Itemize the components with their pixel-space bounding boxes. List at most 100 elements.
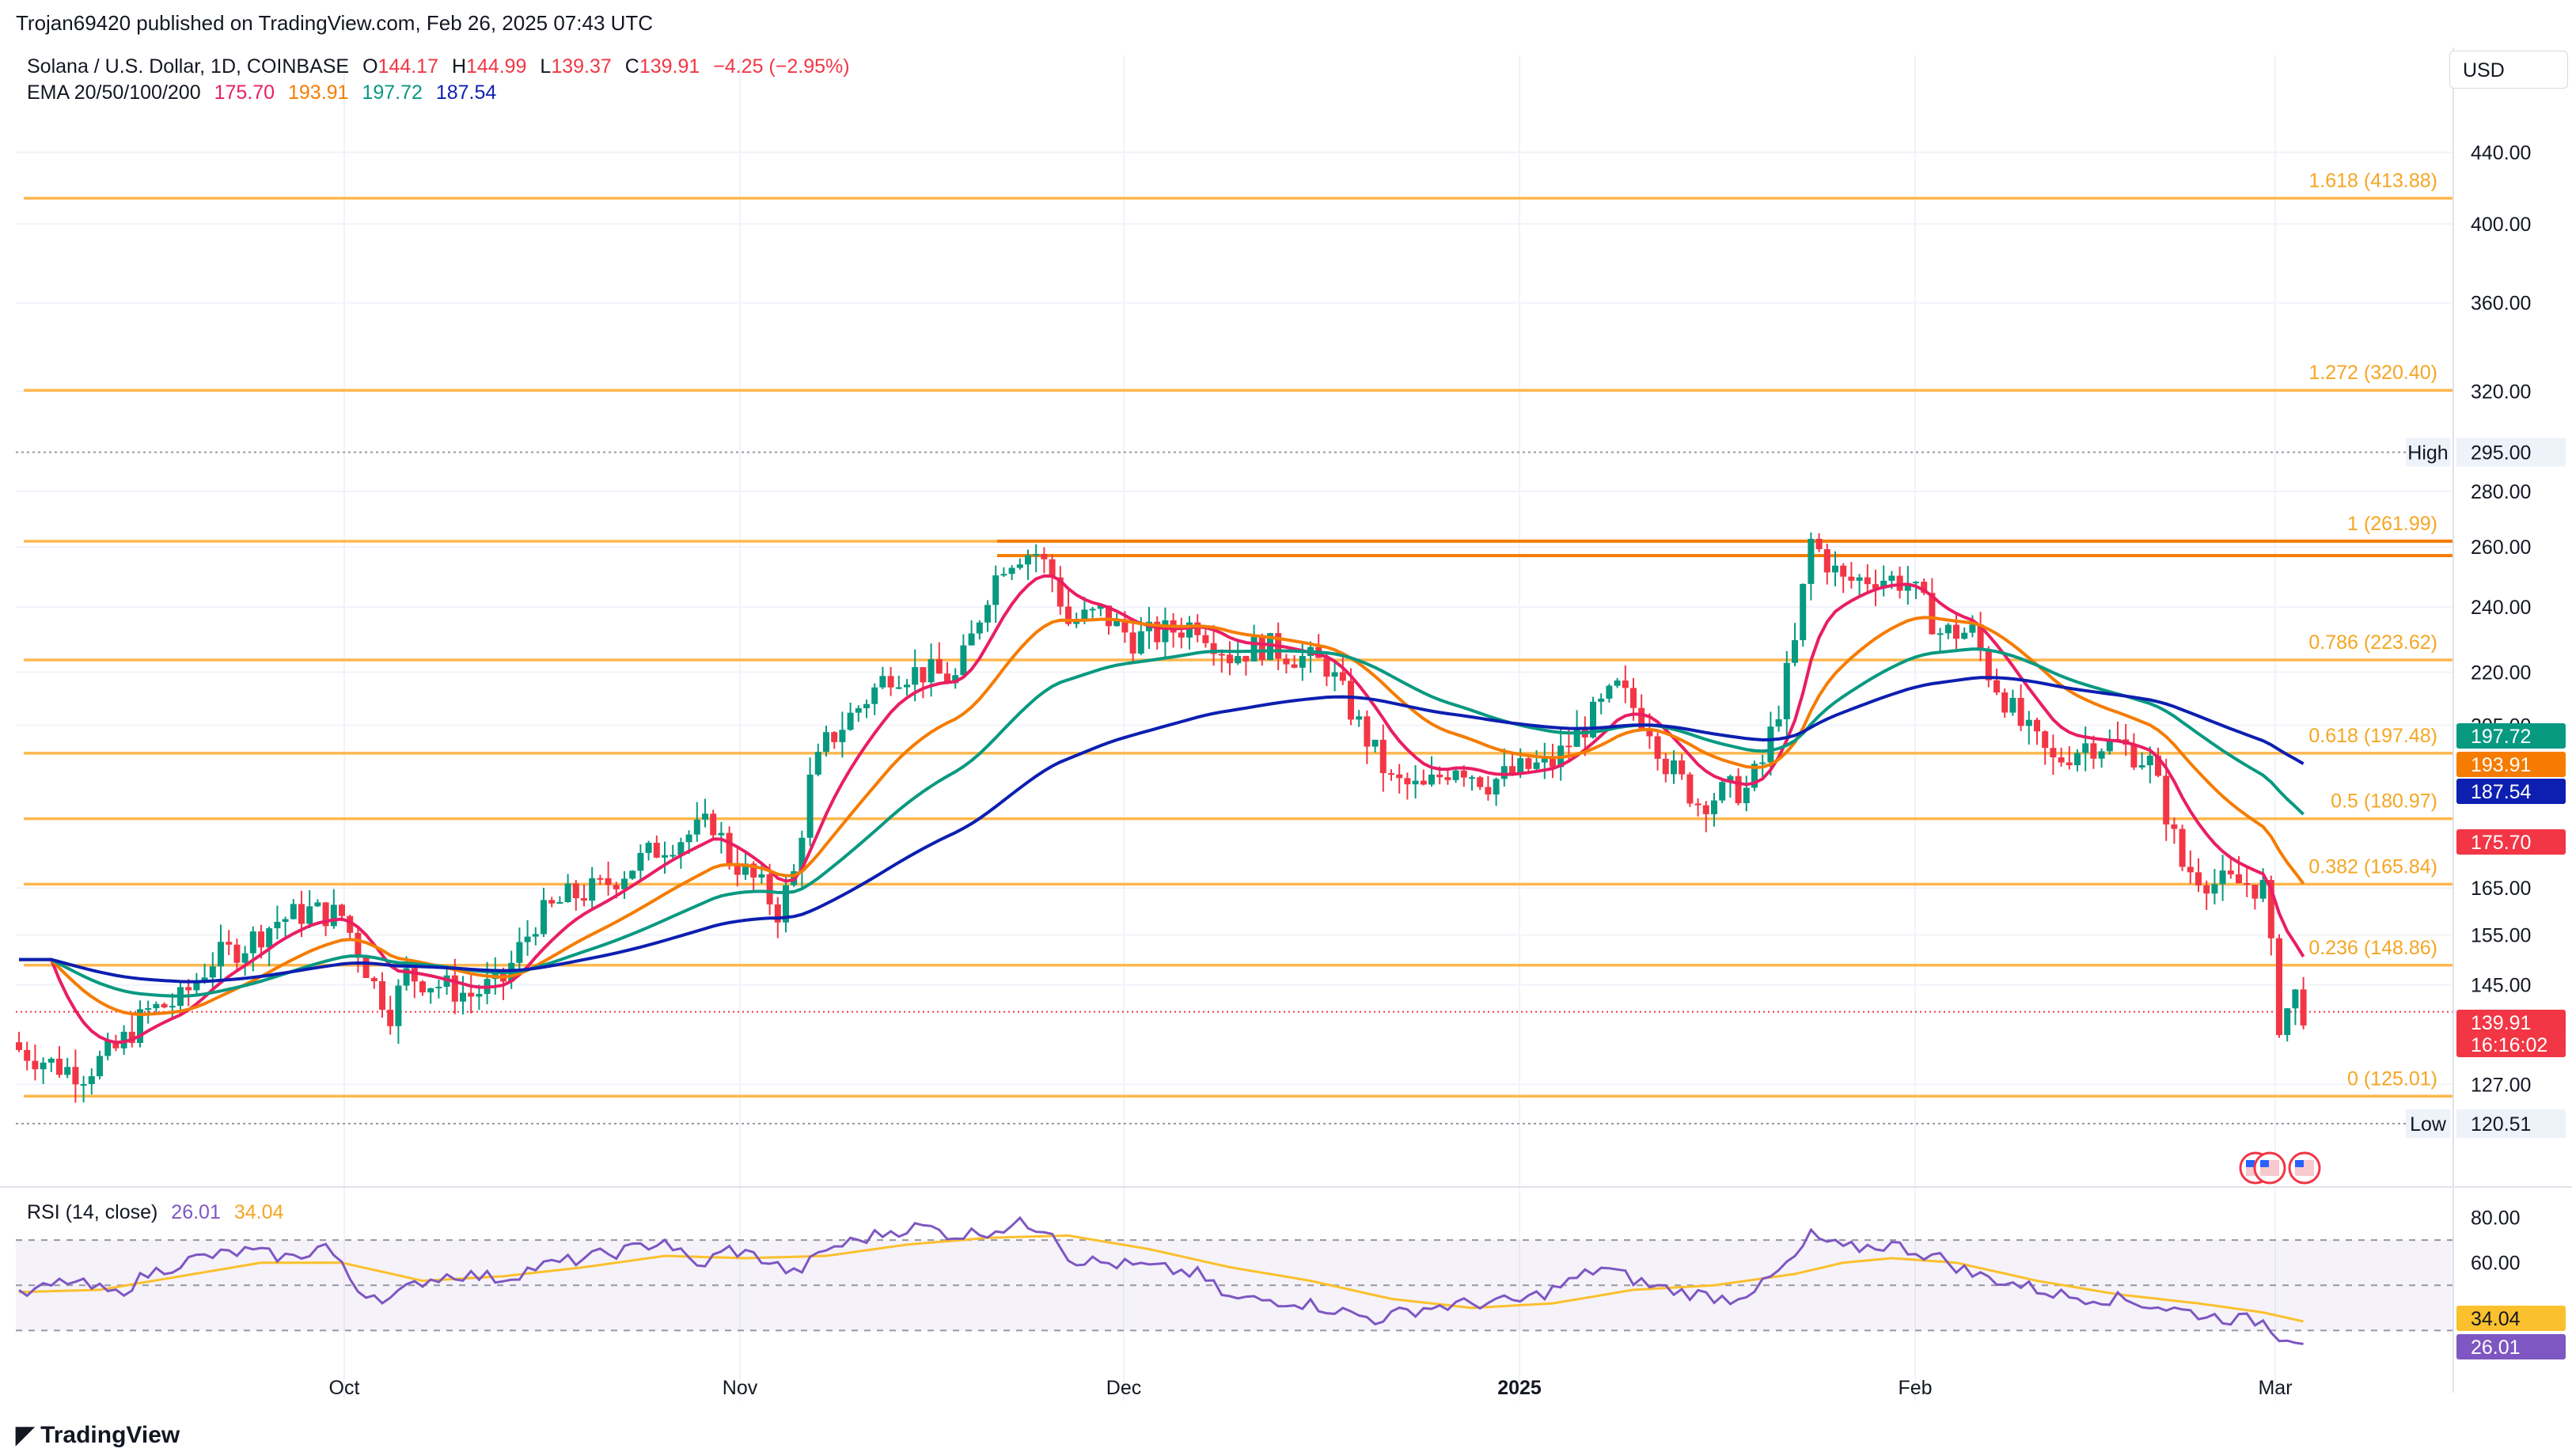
candle-body[interactable]: [145, 1008, 152, 1010]
candle-body[interactable]: [637, 852, 644, 871]
candle-body[interactable]: [24, 1049, 31, 1061]
candle-body[interactable]: [1121, 619, 1129, 633]
candle-body[interactable]: [2050, 748, 2057, 758]
candle-body[interactable]: [1840, 565, 1847, 577]
candle-body[interactable]: [1469, 777, 1475, 779]
candle-body[interactable]: [677, 842, 685, 855]
candle-body[interactable]: [1783, 662, 1790, 719]
candle-body[interactable]: [1832, 565, 1838, 573]
candle-body[interactable]: [56, 1058, 63, 1075]
candle-body[interactable]: [766, 874, 773, 904]
candle-body[interactable]: [193, 981, 200, 991]
candle-body[interactable]: [47, 1058, 55, 1063]
candle-body[interactable]: [1662, 758, 1669, 775]
candle-body[interactable]: [1056, 577, 1064, 607]
candle-body[interactable]: [806, 774, 814, 838]
candle-body[interactable]: [1735, 775, 1742, 804]
candle-body[interactable]: [1154, 621, 1161, 643]
candle-body[interactable]: [1550, 756, 1556, 768]
candle-body[interactable]: [1727, 775, 1734, 783]
candle-body[interactable]: [97, 1056, 103, 1077]
candle-body[interactable]: [2001, 692, 2009, 713]
candle-body[interactable]: [104, 1041, 112, 1056]
candle-body[interactable]: [1711, 800, 1717, 814]
candle-body[interactable]: [2203, 885, 2210, 894]
candle-body[interactable]: [1864, 577, 1871, 585]
candle-body[interactable]: [468, 992, 475, 997]
candle-body[interactable]: [1815, 538, 1823, 550]
candle-body[interactable]: [2066, 762, 2073, 766]
candle-body[interactable]: [839, 730, 846, 742]
candle-body[interactable]: [1800, 583, 1807, 640]
candle-body[interactable]: [1493, 779, 1500, 794]
candle-body[interactable]: [1186, 622, 1193, 638]
candle-body[interactable]: [1097, 605, 1104, 609]
candle-body[interactable]: [1235, 656, 1242, 664]
candle-body[interactable]: [742, 863, 749, 875]
candle-body[interactable]: [1856, 577, 1863, 581]
candle-body[interactable]: [2146, 755, 2153, 766]
candle-body[interactable]: [1888, 575, 1895, 581]
candle-body[interactable]: [1573, 728, 1580, 747]
candle-body[interactable]: [1420, 780, 1427, 785]
candle-body[interactable]: [355, 932, 362, 958]
candle-body[interactable]: [1356, 716, 1363, 720]
candle-body[interactable]: [379, 981, 385, 1010]
candle-body[interactable]: [589, 878, 596, 901]
candle-body[interactable]: [1371, 739, 1379, 747]
candle-body[interactable]: [112, 1041, 119, 1048]
candle-body[interactable]: [693, 819, 700, 835]
candle-body[interactable]: [1944, 624, 1952, 634]
candle-body[interactable]: [460, 992, 466, 1002]
candle-body[interactable]: [2259, 880, 2267, 899]
candle-body[interactable]: [1267, 633, 1273, 661]
candle-body[interactable]: [1638, 707, 1645, 729]
candle-body[interactable]: [556, 902, 563, 904]
candle-body[interactable]: [1396, 774, 1403, 779]
candle-body[interactable]: [960, 645, 967, 676]
candle-body[interactable]: [1913, 582, 1919, 584]
candle-body[interactable]: [541, 900, 547, 935]
candle-body[interactable]: [370, 977, 377, 982]
candle-body[interactable]: [1961, 632, 1968, 639]
candle-body[interactable]: [1089, 609, 1096, 611]
candle-body[interactable]: [2211, 884, 2218, 894]
ema-legend[interactable]: EMA 20/50/100/200 175.70 193.91 197.72 1…: [27, 82, 496, 104]
candle-body[interactable]: [1242, 656, 1250, 662]
candle-body[interactable]: [72, 1067, 79, 1085]
candle-body[interactable]: [347, 916, 354, 933]
candle-body[interactable]: [387, 1010, 394, 1026]
candle-body[interactable]: [1162, 620, 1169, 643]
candle-body[interactable]: [2187, 866, 2194, 873]
candle-body[interactable]: [282, 919, 289, 922]
candle-body[interactable]: [670, 855, 677, 857]
candle-body[interactable]: [1767, 726, 1774, 763]
candle-body[interactable]: [218, 942, 224, 967]
candle-body[interactable]: [1921, 582, 1928, 593]
candle-body[interactable]: [823, 732, 829, 753]
candle-body[interactable]: [1694, 803, 1701, 806]
candle-body[interactable]: [1477, 777, 1484, 787]
candle-body[interactable]: [120, 1031, 127, 1048]
candle-body[interactable]: [2155, 755, 2161, 776]
candle-body[interactable]: [1250, 636, 1258, 662]
candle-body[interactable]: [621, 878, 628, 889]
candle-body[interactable]: [1985, 650, 1992, 681]
candle-body[interactable]: [274, 921, 281, 929]
candle-body[interactable]: [306, 906, 313, 924]
candle-body[interactable]: [2300, 989, 2307, 1026]
candle-body[interactable]: [2042, 731, 2049, 749]
candle-body[interactable]: [1872, 584, 1879, 589]
candle-body[interactable]: [2074, 753, 2081, 766]
candle-body[interactable]: [1283, 658, 1290, 665]
candle-body[interactable]: [80, 1084, 87, 1086]
candle-body[interactable]: [201, 977, 208, 982]
candle-body[interactable]: [1049, 559, 1056, 578]
candle-body[interactable]: [1671, 760, 1677, 775]
candle-body[interactable]: [928, 659, 935, 683]
candle-body[interactable]: [726, 832, 733, 864]
candle-body[interactable]: [2276, 938, 2282, 1035]
candle-body[interactable]: [734, 863, 741, 875]
candle-body[interactable]: [1929, 593, 1936, 635]
